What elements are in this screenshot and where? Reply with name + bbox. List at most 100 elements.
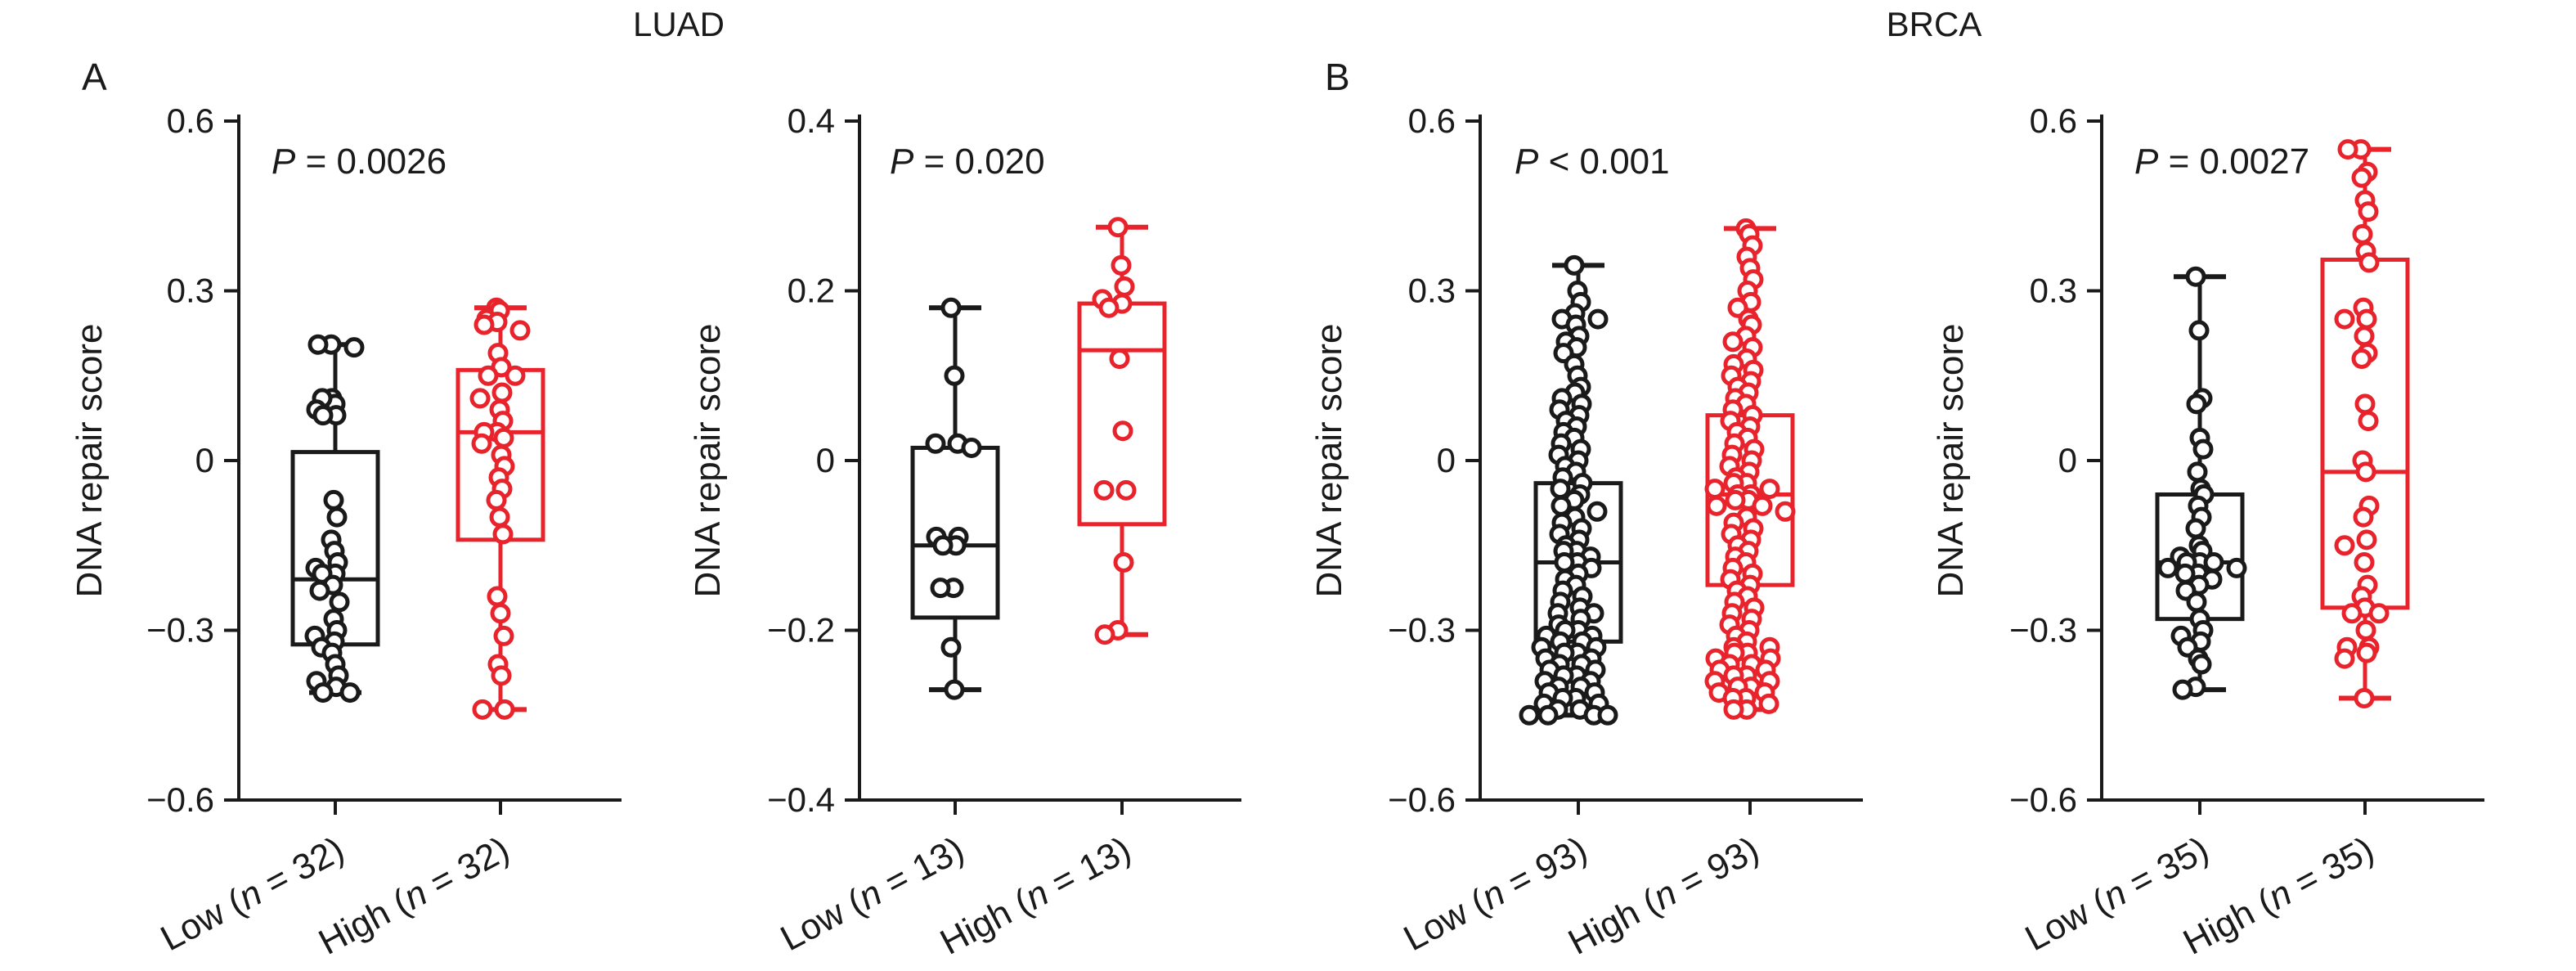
data-point [2354, 552, 2375, 573]
y-tick-label: 0 [2058, 441, 2077, 479]
y-tick-label: 0 [195, 441, 214, 479]
category-label-count: = 93) [1492, 829, 1593, 909]
data-point [469, 388, 491, 409]
category-label-count: = 32) [249, 829, 350, 909]
data-point [940, 297, 962, 318]
y-tick-label: −0.4 [767, 780, 835, 819]
data-point [1759, 479, 1780, 500]
p-value-label: P = 0.0027 [2134, 142, 2309, 182]
p-value-symbol: P [1515, 142, 1539, 182]
data-point [1107, 217, 1129, 238]
data-point [2368, 603, 2390, 624]
p-value-label: P < 0.001 [1515, 142, 1670, 182]
category-high: High (n = 93) [1562, 218, 1796, 963]
data-point [2191, 654, 2212, 675]
p-value-symbol: P [272, 142, 296, 182]
data-point [492, 524, 514, 545]
y-tick-label: 0.2 [788, 272, 835, 310]
data-point [1706, 495, 1727, 516]
x-category-label: Low (n = 93) [1398, 829, 1594, 960]
data-point [2358, 252, 2380, 273]
data-point [2186, 393, 2207, 415]
data-point [1114, 276, 1135, 297]
p-value-symbol: P [2134, 142, 2159, 182]
y-tick-label: 0 [816, 441, 835, 479]
data-point [478, 365, 499, 386]
category-label-count: = 13) [1036, 829, 1137, 909]
y-tick-label: −0.6 [1388, 780, 1456, 819]
category-label-prefix: High ( [1562, 882, 1666, 963]
category-label-count: = 32) [415, 829, 515, 909]
data-point [1723, 699, 1744, 720]
data-point [2355, 620, 2376, 641]
box-panel-2: 0.4 0.2 0 −0.2 −0.4 DNA repair score P = 0.020… [688, 101, 1241, 963]
data-point [961, 437, 982, 458]
box-panel-3: 0.6 0.3 0 −0.3 −0.6 DNA repair score P < 0.001… [1309, 101, 1863, 963]
y-tick-label: 0.3 [1408, 272, 1456, 310]
data-point [1109, 348, 1130, 369]
data-point [1587, 308, 1609, 330]
p-value-text: < 0.001 [1538, 142, 1669, 182]
data-point [491, 665, 512, 686]
data-point [2172, 679, 2193, 700]
data-point [509, 320, 531, 341]
data-point [2334, 648, 2355, 669]
p-value-text: = 0.020 [913, 142, 1044, 182]
category-label-prefix: Low ( [774, 882, 871, 959]
category-label-prefix: Low ( [155, 882, 251, 959]
data-point [329, 591, 350, 613]
data-point [1722, 331, 1744, 353]
data-point [2351, 348, 2372, 369]
data-point [1111, 254, 1132, 276]
data-point [944, 365, 965, 386]
data-point [472, 699, 493, 720]
data-point [2337, 139, 2358, 160]
panel-letter-a: A [82, 56, 107, 98]
data-point [2358, 201, 2379, 223]
data-point [2356, 642, 2377, 663]
category-high: High (n = 13) [934, 217, 1167, 963]
data-point [944, 679, 965, 700]
data-point [323, 489, 344, 510]
y-tick-label: −0.3 [1388, 611, 1456, 650]
p-value-text: = 0.0026 [295, 142, 447, 182]
data-point [1704, 479, 1726, 500]
data-point [473, 314, 495, 335]
data-point [2354, 326, 2375, 347]
data-point [930, 578, 951, 599]
data-point [1586, 501, 1608, 522]
y-axis-label: DNA repair score [70, 323, 110, 597]
data-point [471, 433, 492, 454]
data-point [1098, 297, 1120, 318]
data-point [2356, 308, 2377, 330]
data-point [2354, 393, 2376, 415]
category-label-count: = 93) [1664, 829, 1765, 909]
p-value-symbol: P [890, 142, 914, 182]
category-label-count: = 35) [2114, 829, 2215, 909]
category-low: Low (n = 93) [1398, 254, 1623, 960]
y-tick-label: 0.6 [167, 101, 214, 140]
data-point [2334, 308, 2355, 330]
box-panel-1: 0.6 0.3 0 −0.3 −0.6 DNA repair score P = 0.002… [70, 101, 622, 963]
data-point [1597, 704, 1618, 726]
data-point [2187, 461, 2208, 483]
y-axis-label: DNA repair score [1309, 323, 1349, 597]
y-tick-label: 0 [1437, 441, 1456, 479]
p-value-label: P = 0.020 [890, 142, 1045, 182]
data-point [940, 636, 962, 658]
data-point [2356, 529, 2377, 551]
data-point [489, 506, 510, 528]
group-title-luad: LUAD [633, 5, 725, 43]
y-tick-label: −0.3 [146, 611, 214, 650]
category-label-prefix: High ( [2177, 882, 2281, 963]
data-point [312, 405, 334, 426]
data-point [1725, 489, 1746, 510]
data-point [1093, 479, 1115, 501]
data-point [2157, 557, 2179, 578]
category-label-prefix: High ( [934, 882, 1038, 963]
y-axis-label: DNA repair score [688, 323, 728, 597]
data-point [493, 625, 514, 646]
data-point [1564, 254, 1585, 276]
y-tick-label: −0.6 [2009, 780, 2077, 819]
category-label-count: = 13) [869, 829, 970, 909]
